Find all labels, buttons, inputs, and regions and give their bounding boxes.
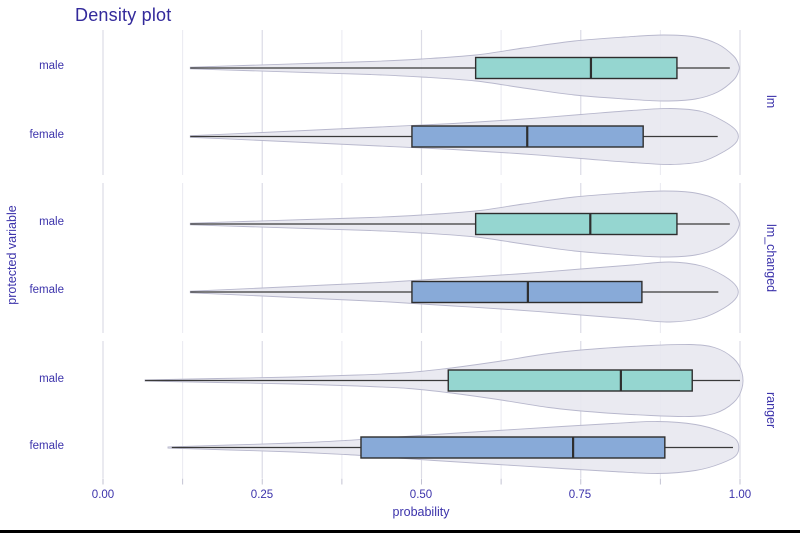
- y-tick-label-lm-changed-female: female: [29, 284, 64, 296]
- box-lm_changed-male: [474, 212, 678, 236]
- x-tick-label-050: 0.50: [409, 489, 433, 501]
- box-ranger-female: [360, 436, 666, 459]
- x-tick-label-025: 0.25: [250, 489, 274, 501]
- facet-strip-lm: lm: [764, 95, 778, 109]
- y-tick-label-lm-changed-male: male: [39, 216, 64, 228]
- bottom-border: [0, 530, 800, 533]
- y-tick-label-ranger-female: female: [29, 440, 64, 452]
- x-axis-title: probability: [392, 505, 450, 519]
- x-tick-label-100: 1.00: [728, 489, 752, 501]
- box-ranger-male: [447, 369, 693, 392]
- y-tick-label-ranger-male: male: [39, 373, 64, 385]
- y-tick-label-lm-male: male: [39, 60, 64, 72]
- box-lm-male: [474, 56, 678, 80]
- facet-strip-ranger: ranger: [764, 391, 778, 429]
- y-tick-label-lm-female: female: [29, 129, 64, 141]
- facet-strip-lm-changed: lm_changed: [764, 223, 778, 293]
- chart-title: Density plot: [75, 5, 172, 25]
- x-tick-label-075: 0.75: [568, 489, 592, 501]
- x-tick-label-000: 0.00: [91, 489, 115, 501]
